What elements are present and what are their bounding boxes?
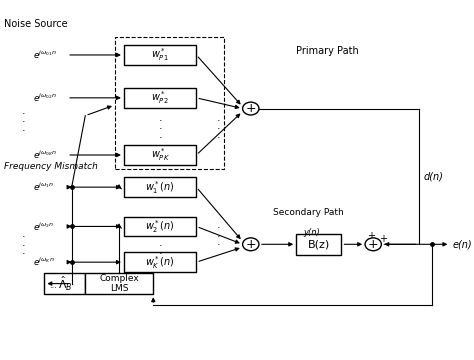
Text: .
.
.: . . . [158,113,162,140]
Text: +: + [246,102,256,115]
Text: $e^{j\omega_{02}n}$: $e^{j\omega_{02}n}$ [33,92,57,104]
Text: $w^*_1(n)$: $w^*_1(n)$ [145,179,175,195]
Text: $e^{j\omega_{0K}n}$: $e^{j\omega_{0K}n}$ [33,149,57,161]
FancyBboxPatch shape [85,273,153,294]
Text: +: + [367,231,375,242]
FancyBboxPatch shape [124,252,196,272]
FancyBboxPatch shape [124,177,196,197]
Circle shape [365,238,382,251]
FancyBboxPatch shape [124,88,196,108]
Text: +: + [246,238,256,251]
Text: $w^*_{P2}$: $w^*_{P2}$ [151,89,169,106]
Text: Noise Source: Noise Source [4,19,67,29]
Text: .
.
.: . . . [22,106,26,133]
Text: $e^{j\omega_{1}n}$: $e^{j\omega_{1}n}$ [33,181,55,193]
Text: $e^{j\omega_{01}n}$: $e^{j\omega_{01}n}$ [33,49,57,61]
FancyBboxPatch shape [296,234,341,255]
Circle shape [243,238,259,251]
Text: .
.
.: . . . [217,113,221,140]
Text: +: + [368,238,379,251]
Text: $w^*_K(n)$: $w^*_K(n)$ [145,254,175,271]
Circle shape [243,102,259,115]
Text: Primary Path: Primary Path [296,46,359,57]
Text: $w^*_{PK}$: $w^*_{PK}$ [151,147,170,163]
Text: y(n): y(n) [303,228,319,237]
Text: $w^*_{P1}$: $w^*_{P1}$ [151,46,169,63]
Text: Secondary Path: Secondary Path [273,208,344,217]
Text: $e^{j\omega_{K}n}$: $e^{j\omega_{K}n}$ [33,256,55,268]
Text: $w^*_2(n)$: $w^*_2(n)$ [145,218,175,235]
Text: .
.
.: . . . [22,229,26,256]
Text: B(z): B(z) [308,239,330,249]
Text: Complex
LMS: Complex LMS [100,274,139,293]
Text: ...: ... [50,281,57,290]
Text: d(n): d(n) [423,171,443,181]
Text: +: + [379,234,387,244]
Text: e(n): e(n) [453,239,472,249]
FancyBboxPatch shape [124,45,196,65]
Text: $\hat{\Lambda}_B$: $\hat{\Lambda}_B$ [57,275,72,293]
Text: Frequency Mismatch: Frequency Mismatch [4,162,98,171]
Text: $e^{j\omega_{2}n}$: $e^{j\omega_{2}n}$ [33,220,55,233]
FancyBboxPatch shape [124,217,196,236]
Text: .
.
.: . . . [158,229,162,256]
FancyBboxPatch shape [45,273,85,294]
FancyBboxPatch shape [124,145,196,165]
Text: .
.
.: . . . [217,220,221,247]
